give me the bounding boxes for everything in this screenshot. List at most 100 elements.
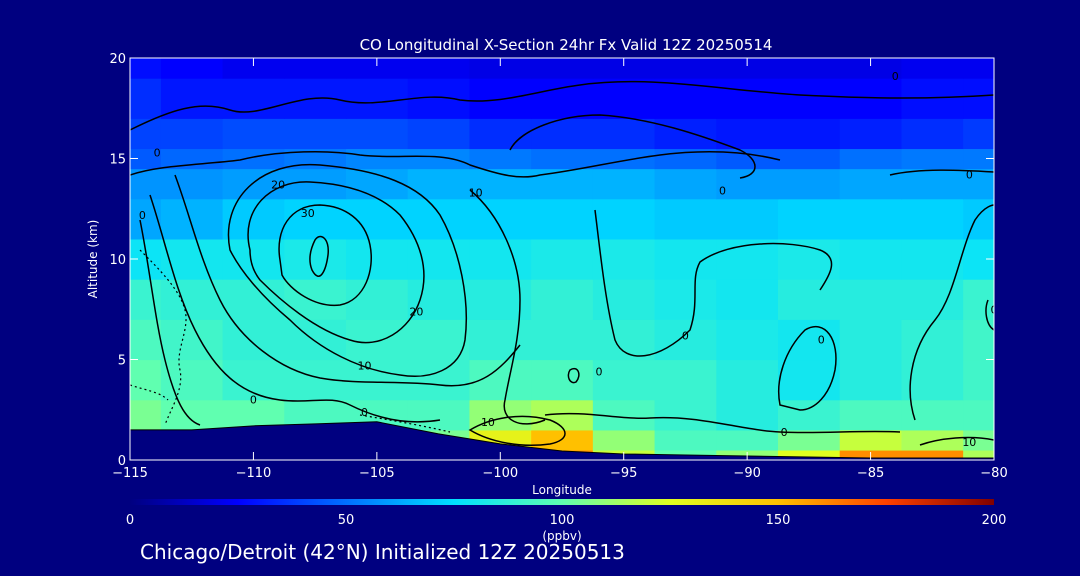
contour-line <box>567 368 580 384</box>
heatmap-cell <box>839 168 903 200</box>
contour-line <box>174 174 521 387</box>
heatmap-cell <box>901 168 964 200</box>
heatmap-cell <box>284 58 347 79</box>
heatmap-cell <box>346 78 409 119</box>
heatmap-cell <box>469 319 532 361</box>
heatmap-cell <box>469 118 532 150</box>
heatmap-cell <box>716 429 779 451</box>
heatmap-cell <box>222 118 285 150</box>
heatmap-cell <box>963 429 994 451</box>
heatmap-cell <box>160 238 224 280</box>
heatmap-cell <box>901 319 964 361</box>
heatmap-cell <box>531 168 594 200</box>
heatmap-cell <box>130 399 162 431</box>
heatmap-cell <box>407 168 471 200</box>
contour-label: 0 <box>139 209 146 222</box>
contour-line <box>468 415 566 446</box>
contour-label: 0 <box>361 406 368 419</box>
contour-labels: 0 0 20 30 10 20 10 0 0 10 0 0 0 0 0 0 10 0 0 <box>139 70 994 449</box>
contour-line <box>130 80 994 131</box>
heatmap-cell <box>654 168 717 200</box>
heatmap-cell <box>130 78 162 119</box>
heatmap-cell <box>407 319 471 361</box>
heatmap-cell <box>839 359 903 401</box>
heatmap-cell <box>963 78 994 119</box>
heatmap-cell <box>654 238 717 280</box>
heatmap-cell <box>346 359 409 401</box>
contour-line <box>278 204 372 307</box>
heatmap-cell <box>160 399 224 431</box>
contour-label: 10 <box>469 187 483 200</box>
contour-label: 0 <box>154 146 161 159</box>
co-contours-dotted <box>130 249 451 433</box>
x-tick-label: −115 <box>112 466 148 481</box>
heatmap-cell <box>222 58 285 79</box>
heatmap-cell <box>222 78 285 119</box>
heatmap-cell <box>716 359 779 401</box>
heatmap-cell <box>592 359 656 401</box>
heatmap-cell <box>716 168 779 200</box>
contour-label: 10 <box>358 360 372 373</box>
y-tick-label: 5 <box>118 354 126 369</box>
heatmap-cell <box>346 279 409 320</box>
heatmap-cell <box>407 279 471 320</box>
heatmap-cell <box>531 198 594 240</box>
heatmap-cells <box>130 58 994 460</box>
heatmap-cell <box>160 198 224 240</box>
heatmap-cell <box>469 279 532 320</box>
heatmap-cell <box>654 279 717 320</box>
heatmap-cell <box>592 148 656 170</box>
heatmap-cell <box>130 198 162 240</box>
heatmap-cell <box>160 148 224 170</box>
contour-line <box>509 114 756 179</box>
heatmap-cell <box>778 359 841 401</box>
heatmap-cell <box>778 429 841 451</box>
contour-line <box>309 235 329 277</box>
colorbar-label: (ppbv) <box>542 529 581 543</box>
co-contours <box>130 80 994 446</box>
heatmap-cell <box>531 429 594 451</box>
contour-line <box>149 194 441 423</box>
contour-line <box>227 163 468 377</box>
contour-label: 20 <box>271 179 285 192</box>
y-tick-label: 15 <box>109 153 126 168</box>
y-tick-label: 0 <box>118 454 126 469</box>
x-tick-label: −100 <box>482 466 518 481</box>
heatmap-cell <box>346 168 409 200</box>
colorbar <box>130 499 994 505</box>
heatmap-cell <box>222 198 285 240</box>
contour-label: 0 <box>818 333 825 346</box>
heatmap-cell <box>592 238 656 280</box>
heatmap-cell <box>592 168 656 200</box>
x-tick-label: −90 <box>733 466 760 481</box>
colorbar-tick-label: 100 <box>550 513 575 528</box>
y-axis-label: Altitude (km) <box>86 220 100 299</box>
heatmap-cell <box>531 58 594 79</box>
heatmap-cell <box>901 238 964 280</box>
x-axis: −115 −110 −105 −100 −95 −90 −85 −80 <box>112 58 1008 481</box>
contour-line <box>544 412 901 434</box>
heatmap-cell <box>778 148 841 170</box>
heatmap-cell <box>963 168 994 200</box>
heatmap-cell <box>901 359 964 401</box>
heatmap-cell <box>778 118 841 150</box>
y-axis: 0 5 10 15 20 <box>109 52 994 469</box>
heatmap-cell <box>654 118 717 150</box>
contour-line <box>778 326 837 411</box>
contour-line <box>139 219 201 426</box>
heatmap-cell <box>346 238 409 280</box>
heatmap-cell <box>130 58 162 79</box>
contour-label: 0 <box>719 185 726 198</box>
heatmap-cell <box>901 118 964 150</box>
contour-label: 0 <box>892 70 899 83</box>
heatmap-cell <box>160 168 224 200</box>
heatmap-cell <box>407 58 471 79</box>
heatmap-cell <box>839 118 903 150</box>
x-tick-label: −95 <box>610 466 637 481</box>
heatmap-cell <box>284 238 347 280</box>
heatmap-cell <box>407 148 471 170</box>
contour-label: 0 <box>966 169 973 182</box>
heatmap-cell <box>592 429 656 451</box>
heatmap-cell <box>778 399 841 431</box>
